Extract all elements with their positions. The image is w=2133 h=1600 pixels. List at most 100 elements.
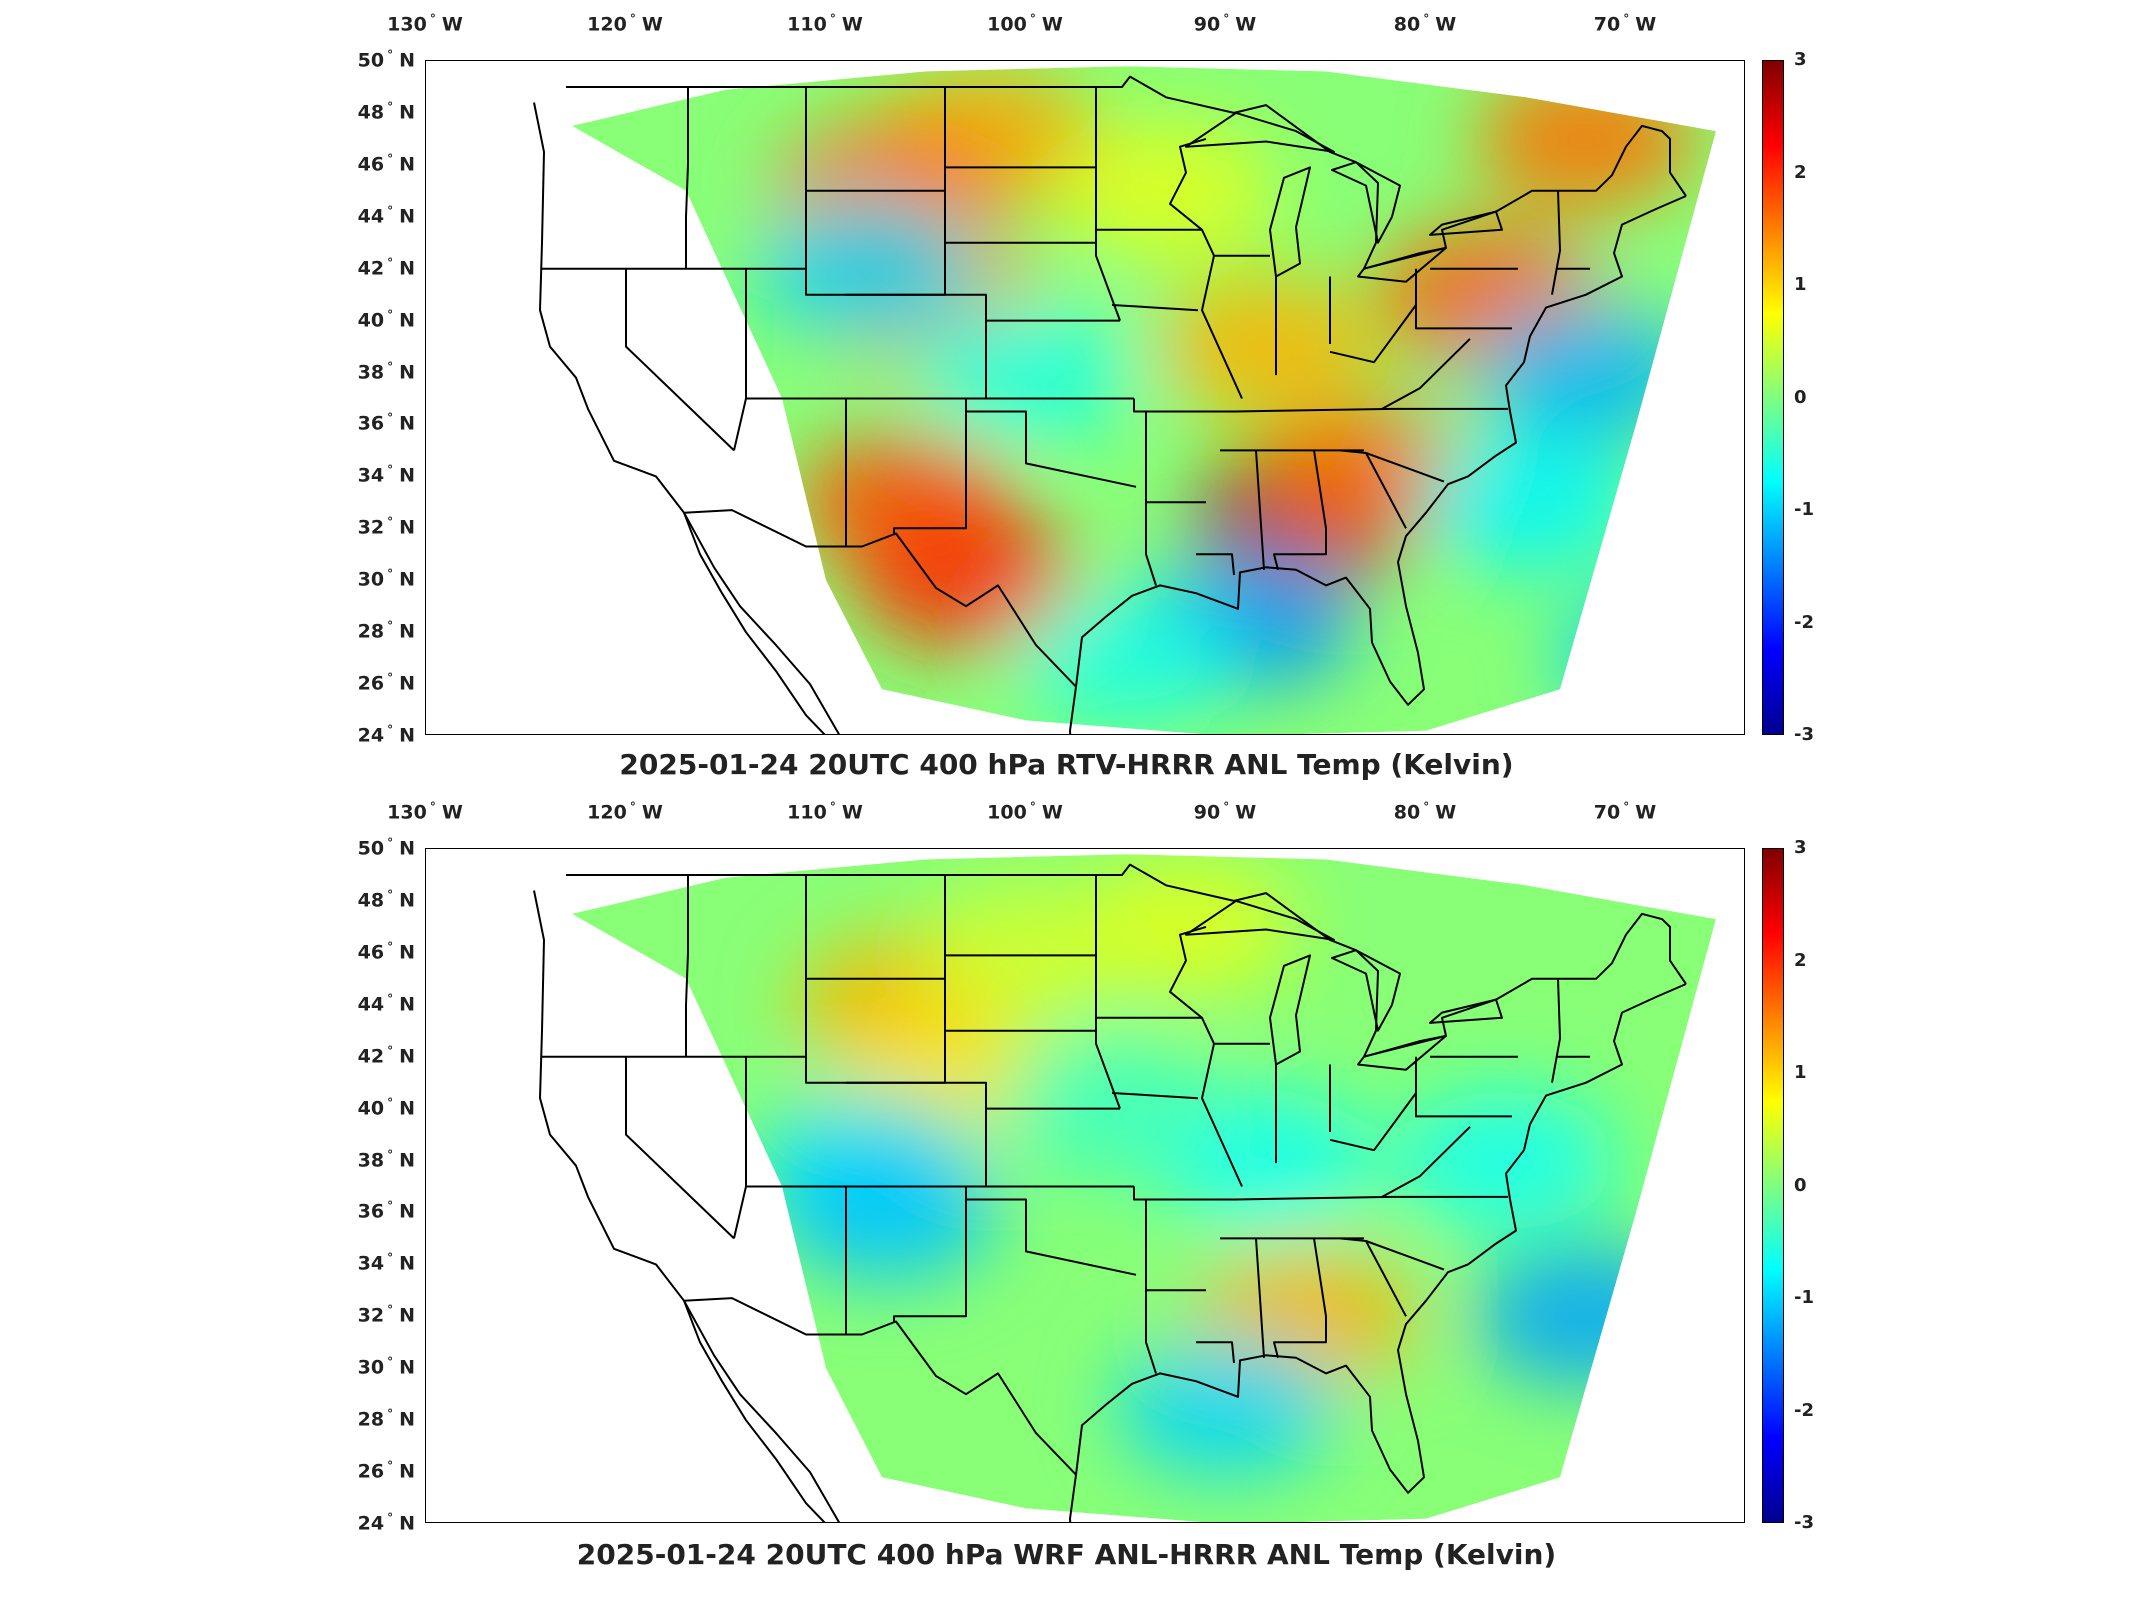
state-border xyxy=(1196,553,1235,576)
colorbar-tick-label: 3 xyxy=(1794,49,1807,70)
state-border xyxy=(1201,1043,1243,1187)
latitude-label: 34 ° N xyxy=(357,463,415,487)
colorbar-tick-label: -3 xyxy=(1794,1512,1814,1533)
latitude-label: 42 ° N xyxy=(357,255,415,280)
longitude-label: 110 ° W xyxy=(787,12,863,36)
state-border xyxy=(1551,978,1561,1083)
mexico-border xyxy=(683,509,1077,688)
state-border xyxy=(1329,304,1417,364)
anomaly-blob xyxy=(776,1142,996,1283)
state-border xyxy=(893,398,967,534)
great-lake xyxy=(1357,246,1447,283)
colorbar-tick-label: 2 xyxy=(1794,949,1807,971)
colorbar-tick-label: 1 xyxy=(1794,274,1807,295)
state-border xyxy=(1145,1199,1157,1374)
anomaly-blob xyxy=(756,198,976,339)
anomaly-blob xyxy=(916,302,1136,443)
latitude-label: 34 ° N xyxy=(357,1251,415,1275)
colorbar-tick-label: 0 xyxy=(1794,1174,1807,1196)
great-lake xyxy=(1357,1034,1447,1071)
colorbar-tick-label: 3 xyxy=(1794,837,1807,858)
west-coastline xyxy=(533,102,840,734)
latitude-label: 46 ° N xyxy=(357,151,415,176)
latitude-label: 40 ° N xyxy=(357,1095,415,1119)
colorbar-tick-label: -1 xyxy=(1794,1287,1814,1308)
longitude-label: 130 ° W xyxy=(387,800,463,824)
mexico-coastline xyxy=(1069,1474,1077,1522)
great-lake xyxy=(1429,210,1503,236)
longitude-label: 110 ° W xyxy=(787,800,863,824)
west-coastline xyxy=(533,890,840,1522)
longitude-label: 80 ° W xyxy=(1393,12,1457,36)
longitude-label: 100 ° W xyxy=(987,12,1063,36)
state-border xyxy=(1235,1195,1508,1201)
state-border xyxy=(625,268,735,452)
state-border xyxy=(1111,304,1199,312)
state-border xyxy=(625,1056,735,1240)
state-border xyxy=(893,1186,967,1322)
state-border xyxy=(1196,1341,1235,1364)
colorbar-tick-label: -3 xyxy=(1794,724,1814,745)
great-lake xyxy=(1269,166,1311,278)
state-border xyxy=(1415,1056,1512,1118)
anomaly-blob xyxy=(1396,1090,1616,1231)
latitude-label: 48 ° N xyxy=(357,99,415,124)
latitude-label: 42 ° N xyxy=(357,1043,415,1068)
colorbar-tick-label: -2 xyxy=(1794,1399,1814,1421)
anomaly-blob xyxy=(1476,302,1696,443)
great-lake xyxy=(1185,111,1335,153)
state-border xyxy=(1145,411,1157,586)
map-plot-area xyxy=(425,60,1745,735)
latitude-label: 38 ° N xyxy=(357,359,415,383)
map-plot-area xyxy=(425,848,1745,1523)
map-canvas xyxy=(533,66,1716,734)
anomaly-blob xyxy=(1116,1337,1336,1478)
state-border xyxy=(1273,1238,1327,1359)
great-lake xyxy=(1331,161,1401,244)
map-panel-bottom: 130 ° W 120 ° W 110 ° W 100 ° W 90 ° W 80 ° W 70 ° W 50 ° N 48 °… xyxy=(0,790,2133,1600)
great-lake xyxy=(1429,998,1503,1024)
state-border xyxy=(1365,452,1407,529)
longitude-label: 80 ° W xyxy=(1393,800,1457,824)
longitude-label: 120 ° W xyxy=(587,12,663,36)
state-border xyxy=(1365,1240,1407,1317)
longitude-label: 120 ° W xyxy=(587,800,663,824)
anomaly-blob xyxy=(1476,68,1696,209)
state-border xyxy=(1235,407,1508,413)
state-border xyxy=(685,875,689,1057)
longitude-label: 90 ° W xyxy=(1193,12,1257,36)
map-canvas xyxy=(533,854,1716,1522)
state-border xyxy=(846,1081,987,1188)
state-border xyxy=(1329,1092,1417,1152)
latitude-label: 40 ° N xyxy=(357,307,415,331)
colorbar-tick-label: 2 xyxy=(1794,161,1807,183)
map-title: 2025-01-24 20UTC 400 hPa WRF ANL-HRRR AN… xyxy=(576,1538,1557,1571)
boundary-lines xyxy=(533,75,1687,734)
temperature-anomaly-field xyxy=(572,854,1716,1522)
state-border xyxy=(1133,398,1236,413)
latitude-label: 48 ° N xyxy=(357,887,415,912)
state-border xyxy=(685,87,689,269)
latitude-label: 30 ° N xyxy=(357,1355,415,1379)
state-border xyxy=(1551,190,1561,295)
longitude-label: 70 ° W xyxy=(1593,12,1657,36)
latitude-label: 32 ° N xyxy=(357,1303,415,1327)
state-border xyxy=(1095,875,1121,1109)
latitude-label: 24 ° N xyxy=(357,1511,415,1535)
longitude-label: 90 ° W xyxy=(1193,800,1257,824)
state-border xyxy=(1095,87,1121,321)
mexico-border xyxy=(683,1297,1077,1476)
boundary-lines xyxy=(533,863,1687,1522)
state-border xyxy=(1169,925,1270,1045)
state-border xyxy=(1381,338,1471,410)
latitude-label: 30 ° N xyxy=(357,567,415,591)
colorbar xyxy=(1762,848,1784,1523)
state-border xyxy=(846,293,987,400)
colorbar-tick-label: -2 xyxy=(1794,611,1814,633)
latitude-label: 44 ° N xyxy=(357,991,415,1016)
anomaly-blob xyxy=(1556,588,1716,729)
colorbar-tick-label: 0 xyxy=(1794,386,1807,408)
state-border xyxy=(1255,1238,1265,1358)
anomaly-blob xyxy=(1416,432,1636,573)
colorbar-tick-label: 1 xyxy=(1794,1062,1807,1083)
